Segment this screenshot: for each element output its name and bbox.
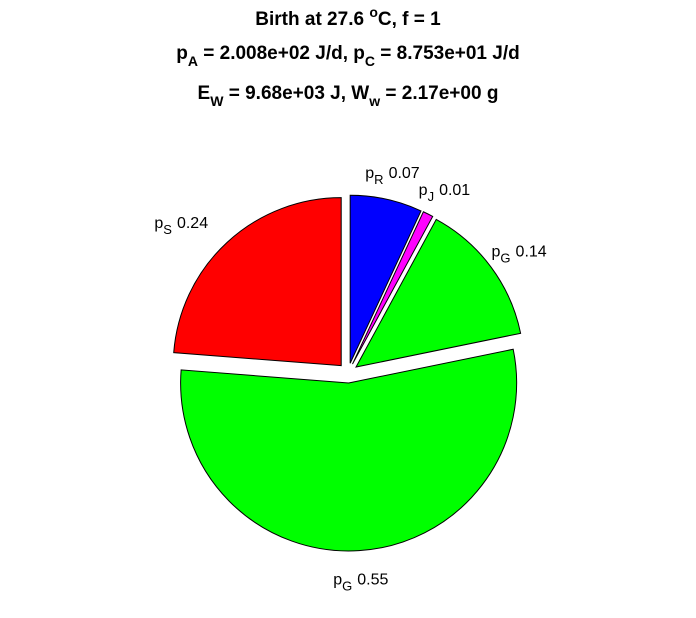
pie-slice — [355, 218, 522, 368]
label-value: 0.01 — [439, 182, 470, 199]
label-symbol: p — [492, 243, 501, 260]
pie-slice — [180, 348, 518, 552]
title-part: C, f = 1 — [378, 9, 441, 30]
title-part: w — [368, 93, 380, 109]
label-symbol: p — [333, 572, 342, 589]
label-symbol: p — [365, 165, 374, 182]
label-subscript: J — [428, 189, 435, 204]
title-part: = 2.008e+02 J/d, p — [198, 43, 365, 64]
label-symbol: p — [419, 182, 428, 199]
slice-label: pS 0.24 — [154, 215, 208, 237]
chart-title: Birth at 27.6 oC, f = 1 — [255, 4, 441, 30]
chart-title: pA = 2.008e+02 J/d, pC = 8.753e+01 J/d — [176, 43, 519, 69]
title-part: C — [365, 53, 375, 69]
slice-label: pR 0.07 — [365, 165, 420, 187]
label-subscript: G — [500, 250, 510, 265]
title-part: = 9.68e+03 J, W — [223, 83, 369, 104]
slice-label: pG 0.55 — [333, 572, 388, 594]
pie-slice — [173, 197, 342, 367]
label-value: 0.07 — [389, 165, 420, 182]
pie-slice — [352, 211, 434, 365]
label-value: 0.24 — [177, 215, 208, 232]
label-subscript: S — [163, 222, 172, 237]
title-part: A — [188, 53, 198, 69]
title-part: p — [176, 43, 188, 64]
label-symbol: p — [154, 215, 163, 232]
label-subscript: G — [342, 579, 352, 594]
title-part: Birth at 27.6 — [255, 9, 369, 30]
label-subscript: R — [374, 172, 383, 187]
title-part: = 8.753e+01 J/d — [375, 43, 520, 64]
label-value: 0.14 — [516, 243, 547, 260]
title-part: = 2.17e+00 g — [380, 83, 498, 104]
title-part: W — [210, 93, 224, 109]
slice-label: pJ 0.01 — [419, 182, 471, 204]
slice-label: pG 0.14 — [492, 243, 547, 265]
title-part: o — [369, 4, 378, 20]
title-part: E — [198, 83, 211, 104]
label-value: 0.55 — [357, 572, 388, 589]
chart-title: EW = 9.68e+03 J, Ww = 2.17e+00 g — [198, 83, 499, 109]
pie-slice — [349, 194, 422, 364]
